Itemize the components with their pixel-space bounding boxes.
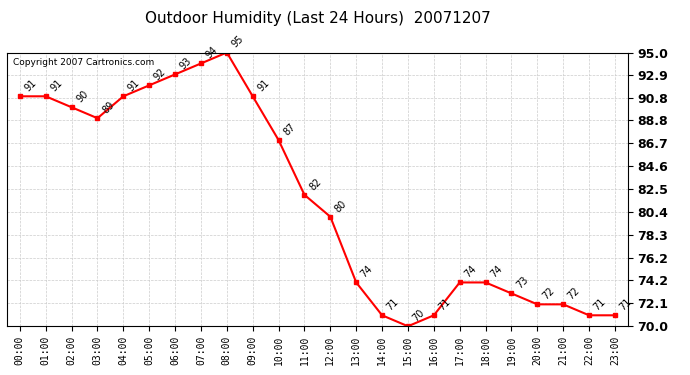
Text: 70: 70 [411, 308, 426, 324]
Text: 89: 89 [100, 100, 116, 116]
Text: 95: 95 [230, 34, 246, 50]
Text: 74: 74 [489, 264, 504, 280]
Text: 92: 92 [152, 67, 168, 82]
Text: 71: 71 [592, 297, 608, 312]
Text: 93: 93 [178, 56, 194, 72]
Text: Outdoor Humidity (Last 24 Hours)  20071207: Outdoor Humidity (Last 24 Hours) 2007120… [144, 11, 491, 26]
Text: 72: 72 [566, 286, 582, 302]
Text: 91: 91 [255, 78, 271, 93]
Text: 71: 71 [618, 297, 633, 312]
Text: 74: 74 [462, 264, 478, 280]
Text: 82: 82 [307, 176, 323, 192]
Text: 91: 91 [48, 78, 64, 93]
Text: 90: 90 [75, 89, 90, 105]
Text: 71: 71 [437, 297, 453, 312]
Text: 91: 91 [126, 78, 142, 93]
Text: 74: 74 [359, 264, 375, 280]
Text: 91: 91 [23, 78, 39, 93]
Text: 94: 94 [204, 45, 219, 61]
Text: 71: 71 [385, 297, 401, 312]
Text: 80: 80 [333, 198, 349, 214]
Text: 73: 73 [514, 275, 530, 291]
Text: Copyright 2007 Cartronics.com: Copyright 2007 Cartronics.com [13, 58, 155, 67]
Text: 72: 72 [540, 286, 556, 302]
Text: 87: 87 [282, 122, 297, 137]
